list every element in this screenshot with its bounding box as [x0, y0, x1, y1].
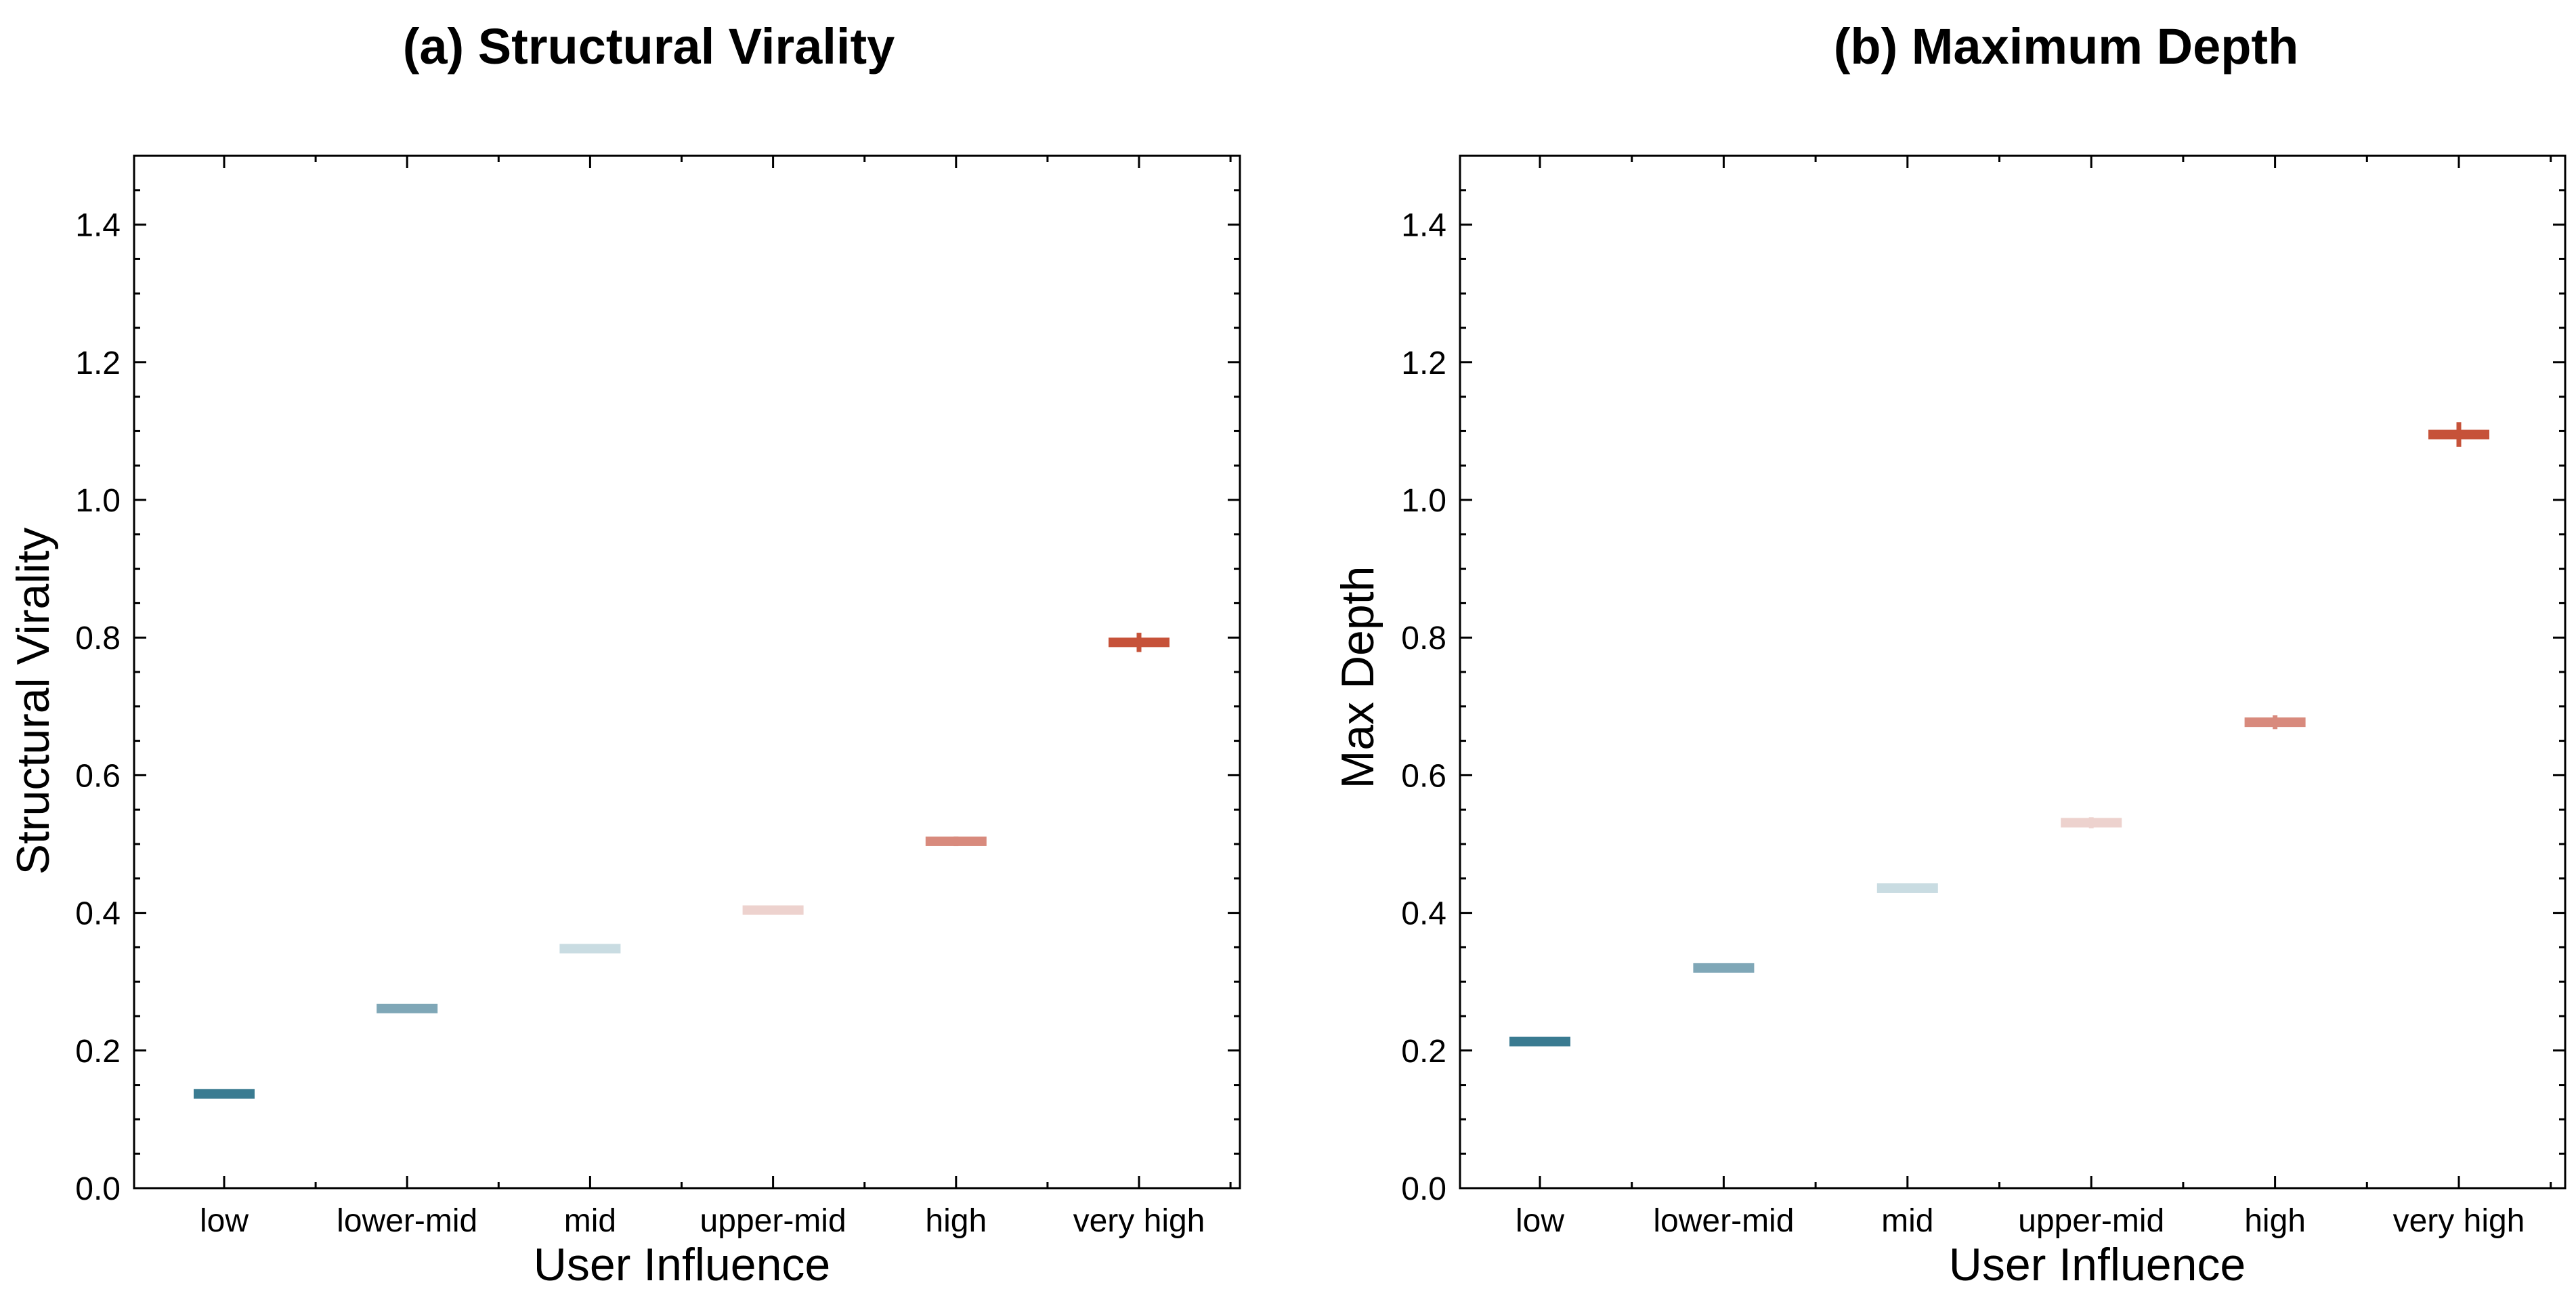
x-tick-labels: low lower-mid mid upper-mid high very hi…: [200, 1203, 1205, 1239]
y-tick-label: 1.4: [75, 208, 121, 244]
x-tick-label: high: [2244, 1203, 2306, 1239]
x-tick-label: very high: [2393, 1203, 2525, 1239]
data-mark: [194, 1089, 255, 1099]
axis-ticks: [134, 154, 1240, 1190]
y-tick-label: 0.2: [75, 1034, 121, 1070]
data-mark: [742, 905, 804, 915]
data-marks: [1509, 422, 2489, 1047]
y-tick-labels: 0.0 0.2 0.4 0.6 0.8 1.0 1.2 1.4: [75, 208, 121, 1207]
y-axis-label: Structural Virality: [7, 528, 59, 875]
y-tick-label: 0.0: [1401, 1171, 1446, 1207]
axis-ticks: [1460, 154, 2565, 1190]
data-mark: [2244, 717, 2306, 728]
panel-maximum-depth: (b) Maximum Depth Max Depth User Influen…: [1332, 18, 2567, 1290]
panel-title: (a) Structural Virality: [403, 18, 895, 75]
x-tick-label: upper-mid: [2018, 1203, 2164, 1239]
data-mark: [559, 944, 621, 954]
panel-structural-virality: (a) Structural Virality Structural Viral…: [7, 18, 1241, 1290]
y-tick-label: 0.2: [1401, 1034, 1446, 1070]
y-tick-label: 0.6: [75, 758, 121, 794]
data-mark: [925, 836, 987, 846]
data-mark: [1109, 637, 1169, 648]
y-tick-label: 1.2: [75, 345, 121, 381]
x-tick-labels: low lower-mid mid upper-mid high very hi…: [1516, 1203, 2525, 1239]
y-tick-label: 0.6: [1401, 758, 1446, 794]
y-tick-label: 1.2: [1401, 345, 1446, 381]
x-tick-label: mid: [564, 1203, 616, 1239]
data-mark: [1693, 963, 1755, 973]
data-mark: [2061, 818, 2122, 828]
x-tick-label: low: [1516, 1203, 1564, 1239]
y-tick-label: 0.4: [75, 896, 121, 932]
panel-title: (b) Maximum Depth: [1834, 18, 2299, 75]
y-tick-label: 0.8: [75, 621, 121, 656]
data-mark: [1509, 1036, 1570, 1047]
x-tick-label: very high: [1073, 1203, 1205, 1239]
x-tick-label: low: [200, 1203, 249, 1239]
x-tick-label: lower-mid: [1653, 1203, 1794, 1239]
y-tick-labels: 0.0 0.2 0.4 0.6 0.8 1.0 1.2 1.4: [1401, 208, 1446, 1207]
data-mark: [1876, 883, 1938, 893]
data-marks: [194, 633, 1169, 1099]
y-tick-label: 1.0: [75, 483, 121, 519]
y-tick-label: 1.0: [1401, 483, 1446, 519]
data-mark: [377, 1003, 438, 1013]
y-tick-label: 0.4: [1401, 896, 1446, 932]
x-tick-label: mid: [1881, 1203, 1933, 1239]
data-mark: [2428, 429, 2489, 440]
y-tick-label: 1.4: [1401, 208, 1446, 244]
x-tick-label: high: [925, 1203, 987, 1239]
x-tick-label: lower-mid: [337, 1203, 477, 1239]
y-axis-label: Max Depth: [1332, 566, 1383, 789]
x-axis-label: User Influence: [534, 1239, 830, 1290]
x-axis-label: User Influence: [1949, 1239, 2246, 1290]
plot-frame: [1459, 154, 2567, 1190]
y-tick-label: 0.0: [75, 1171, 121, 1207]
plot-frame: [133, 154, 1241, 1190]
x-tick-label: upper-mid: [700, 1203, 846, 1239]
y-tick-label: 0.8: [1401, 621, 1446, 656]
